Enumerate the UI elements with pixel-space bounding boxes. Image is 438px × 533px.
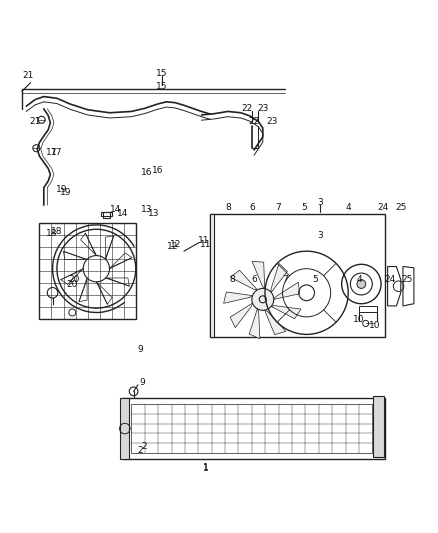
Text: 5: 5 xyxy=(301,203,307,212)
Text: 9: 9 xyxy=(139,378,145,387)
Text: 10: 10 xyxy=(369,321,380,330)
Text: 11: 11 xyxy=(200,240,212,249)
Text: 16: 16 xyxy=(141,168,152,177)
Text: 5: 5 xyxy=(312,275,318,284)
Bar xyxy=(373,395,384,457)
Circle shape xyxy=(357,280,366,288)
Polygon shape xyxy=(223,292,253,303)
Polygon shape xyxy=(265,310,286,335)
Text: 7: 7 xyxy=(282,275,288,284)
Text: 6: 6 xyxy=(249,203,255,212)
Text: 12: 12 xyxy=(170,240,181,249)
Text: 22: 22 xyxy=(248,117,260,126)
Bar xyxy=(210,214,385,336)
Text: 24: 24 xyxy=(378,203,389,212)
Bar xyxy=(210,214,214,336)
Text: 25: 25 xyxy=(402,275,413,284)
Text: 4: 4 xyxy=(346,203,351,212)
Bar xyxy=(101,212,112,216)
Text: 3: 3 xyxy=(317,231,323,240)
Text: 13: 13 xyxy=(141,205,152,214)
Text: 1: 1 xyxy=(203,464,209,472)
Text: 12: 12 xyxy=(167,243,179,251)
Text: 2: 2 xyxy=(142,441,147,450)
Bar xyxy=(103,212,110,219)
Text: 16: 16 xyxy=(152,166,163,175)
Text: 20: 20 xyxy=(69,275,80,284)
Text: 2: 2 xyxy=(138,446,143,455)
Polygon shape xyxy=(230,270,257,290)
Text: 3: 3 xyxy=(317,198,323,207)
Text: 18: 18 xyxy=(46,229,57,238)
Text: 21: 21 xyxy=(23,71,34,80)
Text: 15: 15 xyxy=(156,83,168,92)
Text: 6: 6 xyxy=(251,275,257,284)
Text: 25: 25 xyxy=(395,203,406,212)
Text: 11: 11 xyxy=(198,236,209,245)
Text: 8: 8 xyxy=(229,275,235,284)
Bar xyxy=(131,405,372,453)
Text: 19: 19 xyxy=(60,188,71,197)
Circle shape xyxy=(252,288,274,310)
Polygon shape xyxy=(274,282,300,300)
Text: 14: 14 xyxy=(117,209,128,219)
Polygon shape xyxy=(249,309,260,338)
Text: 1: 1 xyxy=(203,464,209,473)
Text: 13: 13 xyxy=(148,209,159,219)
Text: 21: 21 xyxy=(29,117,41,126)
Text: 7: 7 xyxy=(275,203,281,212)
Bar xyxy=(359,306,377,312)
Text: 8: 8 xyxy=(225,203,231,212)
Text: 10: 10 xyxy=(353,314,365,324)
Text: 14: 14 xyxy=(110,205,122,214)
Bar xyxy=(39,223,136,319)
Text: 4: 4 xyxy=(357,275,362,284)
Polygon shape xyxy=(271,305,301,319)
Polygon shape xyxy=(230,303,253,328)
Text: 18: 18 xyxy=(51,227,63,236)
Polygon shape xyxy=(252,261,265,288)
Bar xyxy=(120,398,129,459)
Text: 20: 20 xyxy=(67,279,78,288)
Text: 24: 24 xyxy=(384,275,396,284)
Text: 15: 15 xyxy=(156,69,168,78)
Text: 23: 23 xyxy=(266,117,277,126)
Polygon shape xyxy=(271,263,287,292)
Bar xyxy=(123,398,385,459)
Text: 17: 17 xyxy=(51,148,63,157)
Text: 22: 22 xyxy=(242,104,253,114)
Text: 19: 19 xyxy=(56,185,67,195)
Text: 17: 17 xyxy=(46,148,57,157)
Text: 23: 23 xyxy=(257,104,268,114)
Text: 9: 9 xyxy=(137,345,143,354)
